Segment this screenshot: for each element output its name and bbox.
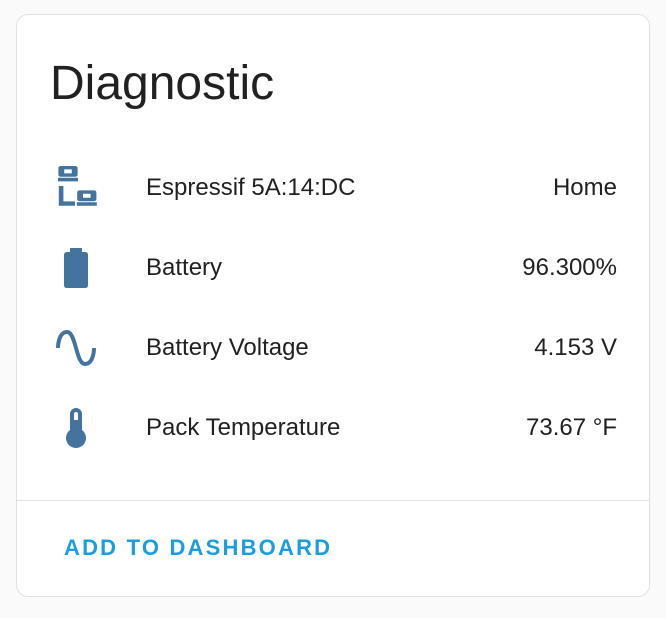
entity-name: Espressif 5A:14:DC [146, 174, 356, 201]
entity-value: 4.153 V [534, 334, 617, 361]
entity-value: 96.300% [522, 254, 617, 281]
entity-value: Home [552, 174, 617, 201]
diagnostic-card: Diagnostic Espressif 5A:14:DC Home [16, 14, 650, 597]
entity-row-battery-voltage[interactable]: Battery Voltage 4.153 V [50, 308, 617, 388]
entity-row-device-tracker[interactable]: Espressif 5A:14:DC Home [50, 148, 617, 228]
card-title: Diagnostic [50, 57, 275, 110]
add-to-dashboard-button[interactable]: ADD TO DASHBOARD [50, 525, 346, 571]
entity-row-battery[interactable]: Battery 96.300% [50, 228, 617, 308]
entity-name: Pack Temperature [146, 414, 341, 441]
entity-name: Battery Voltage [146, 334, 309, 361]
entity-rows: Espressif 5A:14:DC Home Battery 96.300% [50, 148, 617, 468]
entity-value: 73.67 °F [526, 414, 617, 441]
sine-wave-icon [52, 324, 100, 372]
footer-divider [17, 500, 649, 501]
card-footer: ADD TO DASHBOARD [17, 501, 649, 594]
entity-row-pack-temperature[interactable]: Pack Temperature 73.67 °F [50, 388, 617, 468]
battery-icon [52, 244, 100, 292]
card-content: Diagnostic Espressif 5A:14:DC Home [17, 15, 649, 468]
entity-name: Battery [146, 254, 223, 281]
thermometer-icon [52, 404, 100, 452]
lan-icon [52, 164, 100, 212]
